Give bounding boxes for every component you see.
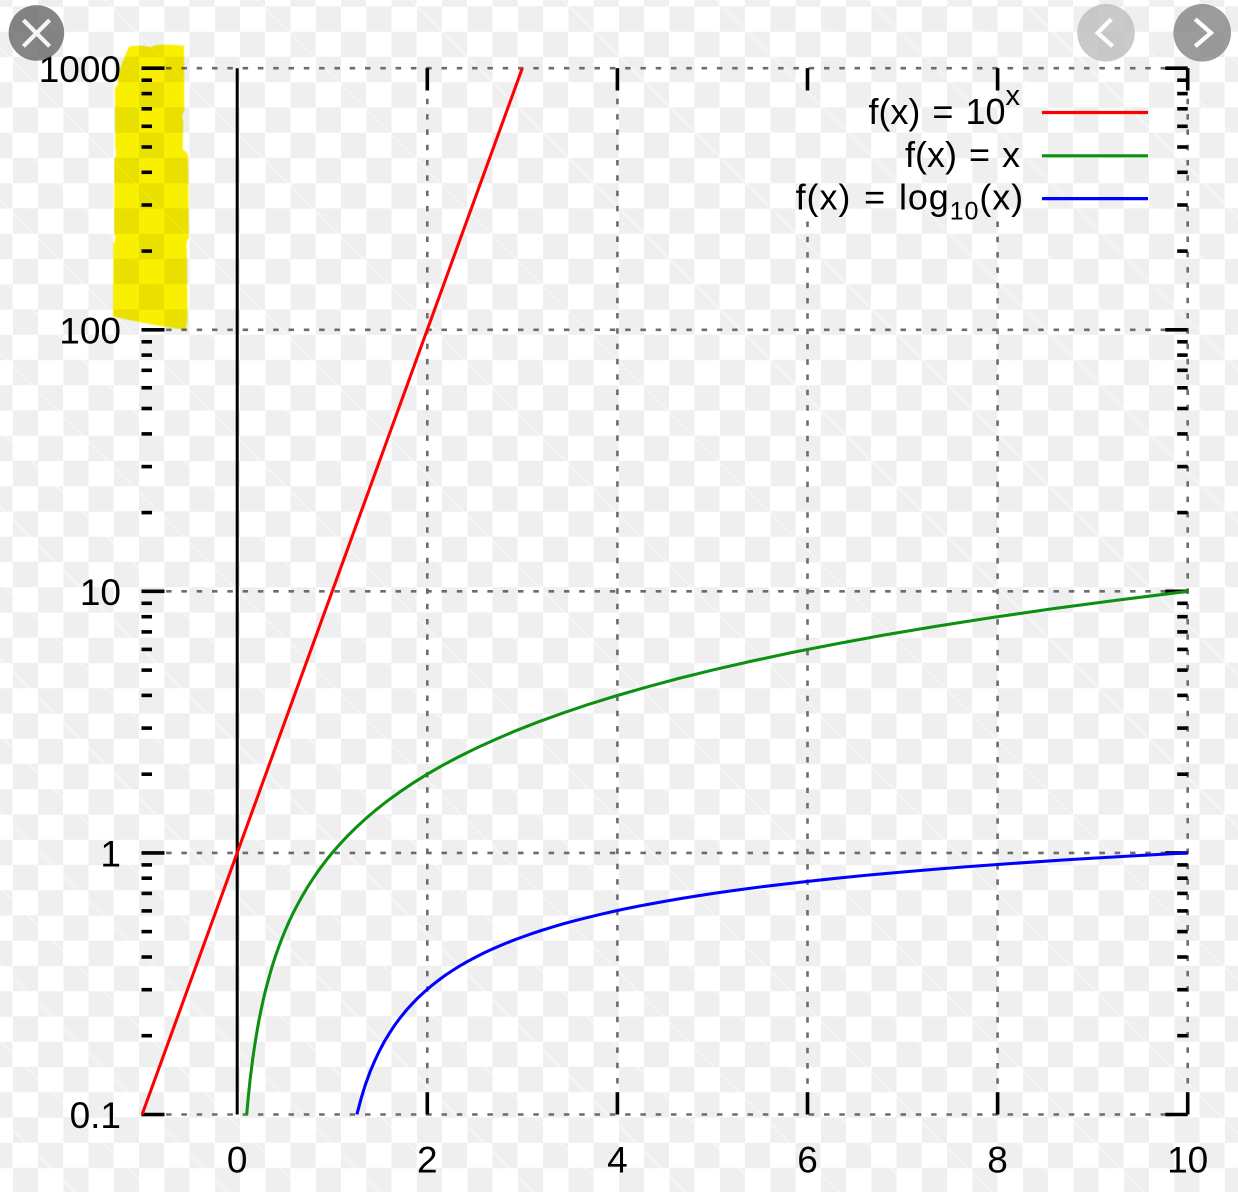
svg-text:0: 0 bbox=[227, 1140, 248, 1181]
svg-text:10: 10 bbox=[80, 572, 121, 613]
svg-text:1: 1 bbox=[100, 834, 121, 875]
svg-text:2: 2 bbox=[417, 1140, 438, 1181]
svg-text:6: 6 bbox=[797, 1140, 818, 1181]
svg-text:0.1: 0.1 bbox=[70, 1095, 121, 1136]
svg-text:f(x) = x: f(x) = x bbox=[905, 134, 1020, 175]
svg-text:f(x) = log10(x): f(x) = log10(x) bbox=[796, 177, 1024, 226]
svg-text:8: 8 bbox=[987, 1140, 1008, 1181]
svg-text:4: 4 bbox=[607, 1140, 628, 1181]
svg-text:1000: 1000 bbox=[39, 49, 121, 90]
svg-text:10: 10 bbox=[1167, 1140, 1208, 1181]
svg-text:100: 100 bbox=[59, 311, 121, 352]
